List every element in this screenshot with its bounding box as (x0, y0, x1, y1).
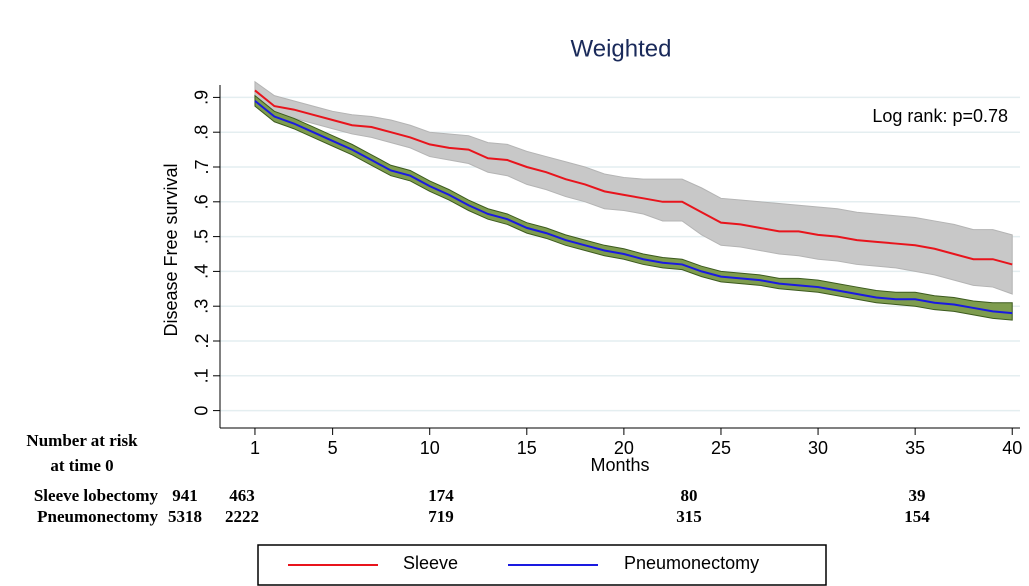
y-tick-label: .2 (192, 333, 212, 348)
x-tick-label: 5 (328, 438, 338, 458)
x-tick-label: 1 (250, 438, 260, 458)
x-axis-title: Months (590, 455, 649, 475)
x-tick-label: 35 (905, 438, 925, 458)
y-tick-label: .7 (192, 159, 212, 174)
x-tick-label: 30 (808, 438, 828, 458)
legend-label: Pneumonectomy (624, 553, 759, 573)
risk-count: 463 (229, 486, 255, 505)
risk-table-title: at time 0 (50, 456, 113, 475)
chart-title: Weighted (571, 35, 672, 62)
risk-row-label: Sleeve lobectomy (34, 486, 159, 505)
risk-count: 941 (172, 486, 198, 505)
y-tick-label: .6 (192, 194, 212, 209)
y-tick-label: .8 (192, 125, 212, 140)
risk-count: 39 (909, 486, 926, 505)
survival-line (254, 89, 1013, 266)
y-tick-label: .4 (192, 264, 212, 279)
risk-row-label: Pneumonectomy (37, 507, 158, 526)
y-tick-label: 0 (192, 406, 212, 416)
confidence-band (254, 94, 1013, 321)
y-axis-title: Disease Free survival (161, 163, 181, 336)
x-tick-label: 20 (614, 438, 634, 458)
legend-label: Sleeve (403, 553, 458, 573)
x-tick-label: 25 (711, 438, 731, 458)
y-tick-label: .9 (192, 90, 212, 105)
risk-count: 154 (904, 507, 930, 526)
survival-line (254, 100, 1013, 315)
y-tick-label: .3 (192, 299, 212, 314)
risk-count: 719 (428, 507, 454, 526)
risk-count: 315 (676, 507, 702, 526)
y-tick-label: .1 (192, 368, 212, 383)
y-tick-label: .5 (192, 229, 212, 244)
annotation: Log rank: p=0.78 (872, 106, 1008, 126)
risk-count: 5318 (168, 507, 202, 526)
x-tick-label: 40 (1002, 438, 1022, 458)
x-tick-label: 15 (517, 438, 537, 458)
risk-count: 80 (681, 486, 698, 505)
x-tick-label: 10 (420, 438, 440, 458)
confidence-band (254, 80, 1013, 295)
risk-count: 2222 (225, 507, 259, 526)
risk-table-title: Number at risk (26, 431, 138, 450)
risk-count: 174 (428, 486, 454, 505)
